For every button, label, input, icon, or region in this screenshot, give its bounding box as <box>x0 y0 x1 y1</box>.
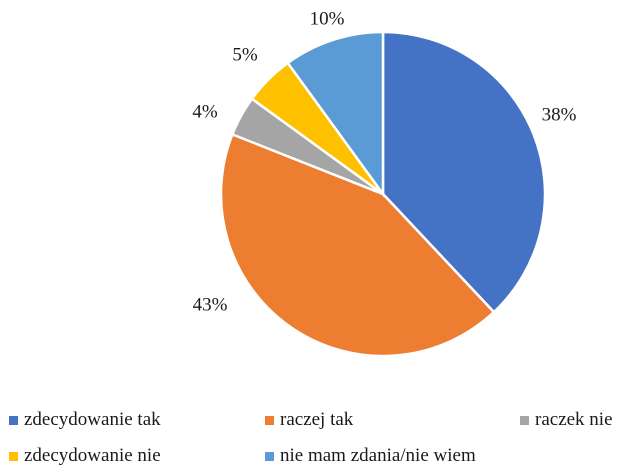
data-label: 43% <box>193 294 228 315</box>
pie-slice-raczej-tak <box>219 132 496 358</box>
legend-item: zdecydowanie tak <box>9 409 161 431</box>
legend-item: zdecydowanie nie <box>9 445 161 467</box>
data-label: 10% <box>310 8 345 29</box>
legend-item: raczek nie <box>520 409 613 431</box>
legend-label: zdecydowanie tak <box>24 409 161 430</box>
legend-swatch <box>265 451 274 461</box>
legend: zdecydowanie tak raczej tak raczek nie zdec… <box>0 405 624 469</box>
legend-item: raczej tak <box>265 409 353 431</box>
legend-swatch <box>9 415 18 425</box>
data-labels: 38% 43% 4% 5% 10% <box>192 8 576 315</box>
legend-label: nie mam zdania/nie wiem <box>280 445 476 466</box>
pie-slices <box>219 30 547 358</box>
legend-label: zdecydowanie nie <box>24 445 161 466</box>
legend-swatch <box>9 451 18 461</box>
pie-slice-zdecydowanie-tak <box>381 30 547 314</box>
data-label: 5% <box>232 44 258 65</box>
legend-label: raczek nie <box>535 409 613 430</box>
pie-chart: 38% 43% 4% 5% 10% <box>192 8 577 358</box>
legend-swatch <box>265 415 274 425</box>
legend-swatch <box>520 415 529 425</box>
data-label: 38% <box>542 104 577 125</box>
pie-slice-nie-mam-zdania-nie-wiem <box>286 30 385 198</box>
legend-label: raczej tak <box>280 409 354 430</box>
data-label: 4% <box>192 101 218 122</box>
legend-item: nie mam zdania/nie wiem <box>265 445 476 467</box>
